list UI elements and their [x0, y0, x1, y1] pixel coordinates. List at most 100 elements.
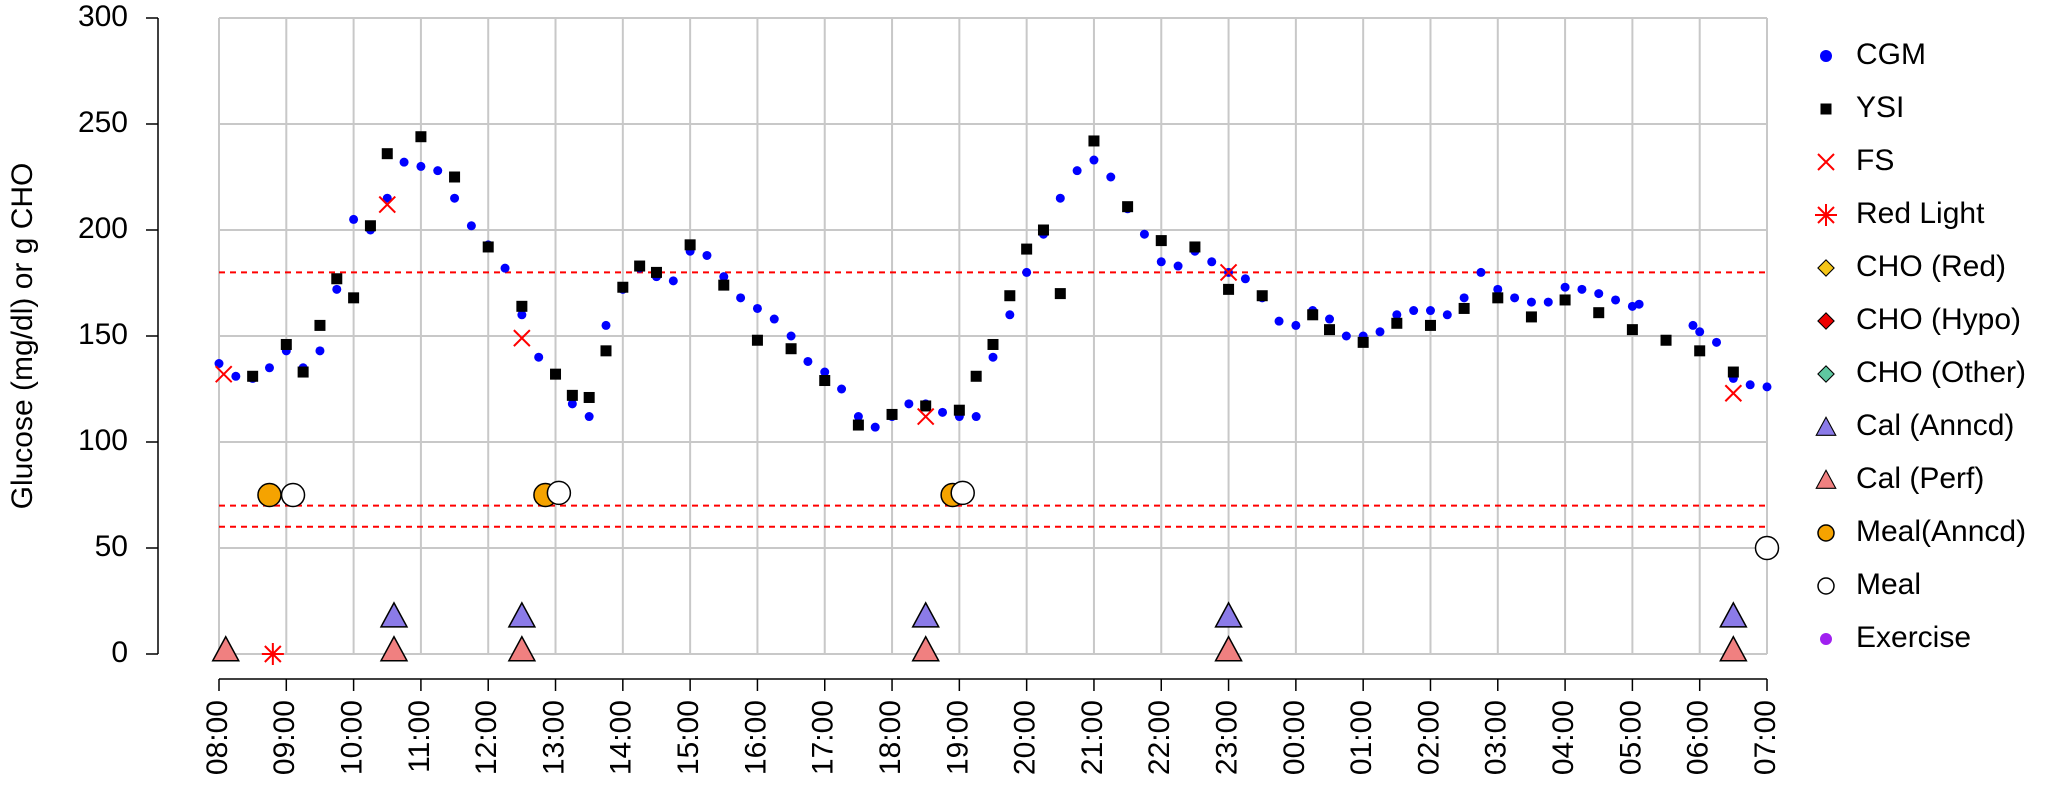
- data-point: [1375, 327, 1385, 337]
- y-tick-label: 300: [78, 0, 128, 33]
- data-point: [215, 365, 233, 383]
- x-tick-label: 02:00: [1412, 700, 1445, 775]
- data-point: [1526, 297, 1536, 307]
- x-tick-label: 18:00: [874, 700, 907, 775]
- x-tick-label: 15:00: [672, 700, 705, 775]
- data-point: [1021, 243, 1033, 255]
- data-point: [1712, 337, 1722, 347]
- data-point: [785, 343, 797, 355]
- data-point: [507, 601, 537, 628]
- x-tick-label: 11:00: [403, 700, 436, 773]
- data-point: [1207, 257, 1217, 267]
- legend-marker: [1817, 312, 1835, 330]
- data-point: [1719, 601, 1748, 628]
- legend-marker: [1817, 259, 1835, 277]
- data-point: [820, 367, 830, 377]
- data-point: [904, 399, 914, 409]
- legend-marker: [1815, 204, 1837, 226]
- data-point: [247, 370, 259, 382]
- data-point: [584, 412, 594, 422]
- x-tick-label: 03:00: [1480, 700, 1513, 775]
- y-axis-label: Glucose (mg/dl) or g CHO: [6, 163, 39, 510]
- data-point: [1022, 267, 1032, 277]
- data-point: [546, 480, 572, 506]
- data-point: [1727, 366, 1739, 378]
- legend-marker: [1817, 577, 1835, 595]
- data-point: [1634, 299, 1644, 309]
- data-point: [1724, 384, 1743, 402]
- data-point: [1173, 261, 1183, 271]
- data-point: [1005, 310, 1015, 320]
- data-point: [769, 314, 779, 324]
- x-tick-label: 21:00: [1076, 700, 1109, 775]
- legend-marker: [1820, 50, 1832, 62]
- data-point: [719, 272, 729, 282]
- data-point: [1072, 166, 1082, 176]
- legend-marker: [1815, 469, 1837, 489]
- data-point: [466, 221, 476, 231]
- data-point: [348, 292, 360, 304]
- data-point: [684, 239, 696, 251]
- data-point: [1577, 284, 1587, 294]
- data-point: [803, 356, 813, 366]
- data-point: [1291, 320, 1301, 330]
- data-point: [1189, 241, 1201, 253]
- x-tick-label: 16:00: [739, 700, 772, 775]
- data-point: [870, 422, 880, 432]
- data-point: [1762, 382, 1772, 392]
- data-point: [718, 279, 730, 291]
- data-point: [1055, 193, 1065, 203]
- data-point: [583, 391, 595, 403]
- data-point: [1219, 263, 1238, 282]
- data-point: [1307, 309, 1319, 321]
- data-point: [736, 293, 746, 303]
- y-tick-label: 250: [78, 106, 128, 139]
- x-tick-label: 14:00: [605, 700, 638, 775]
- data-point: [886, 408, 898, 420]
- data-point: [1156, 257, 1166, 267]
- y-tick-label: 0: [111, 636, 128, 669]
- data-point: [617, 281, 629, 293]
- x-tick-label: 12:00: [470, 700, 503, 775]
- data-point: [364, 220, 376, 232]
- data-point: [987, 338, 999, 350]
- data-point: [1223, 283, 1235, 295]
- data-point: [1155, 235, 1167, 247]
- x-tick-label: 22:00: [1143, 700, 1176, 775]
- data-point: [971, 412, 981, 422]
- legend-marker: [1817, 365, 1835, 383]
- y-tick-label: 200: [78, 212, 128, 245]
- data-point: [1088, 135, 1100, 147]
- data-point: [634, 260, 646, 272]
- data-point: [920, 400, 932, 412]
- data-point: [1214, 601, 1243, 628]
- data-point: [516, 300, 528, 312]
- data-point: [853, 412, 863, 422]
- data-point: [1688, 320, 1698, 330]
- legend-label: YSI: [1856, 91, 1904, 124]
- data-point: [938, 407, 948, 417]
- data-point: [1442, 310, 1452, 320]
- data-point: [449, 171, 461, 183]
- data-point: [567, 399, 577, 409]
- legend-label: CHO (Red): [1856, 250, 2006, 283]
- legend-label: Cal (Perf): [1856, 462, 1984, 495]
- data-point: [1611, 295, 1621, 305]
- data-point: [382, 193, 392, 203]
- data-point: [1425, 306, 1435, 316]
- data-point: [786, 331, 796, 341]
- data-point: [1493, 284, 1503, 294]
- legend-label: CHO (Hypo): [1856, 303, 2021, 336]
- data-point: [379, 635, 409, 662]
- data-point: [507, 635, 537, 662]
- data-point: [1214, 635, 1243, 662]
- legend-label: Meal(Anncd): [1856, 515, 2026, 548]
- data-point: [950, 480, 975, 506]
- data-point: [601, 320, 611, 330]
- data-point: [534, 352, 544, 362]
- y-tick-label: 100: [78, 424, 128, 457]
- data-point: [500, 263, 510, 273]
- data-point: [550, 368, 562, 380]
- data-point: [819, 375, 831, 387]
- data-point: [1391, 317, 1403, 329]
